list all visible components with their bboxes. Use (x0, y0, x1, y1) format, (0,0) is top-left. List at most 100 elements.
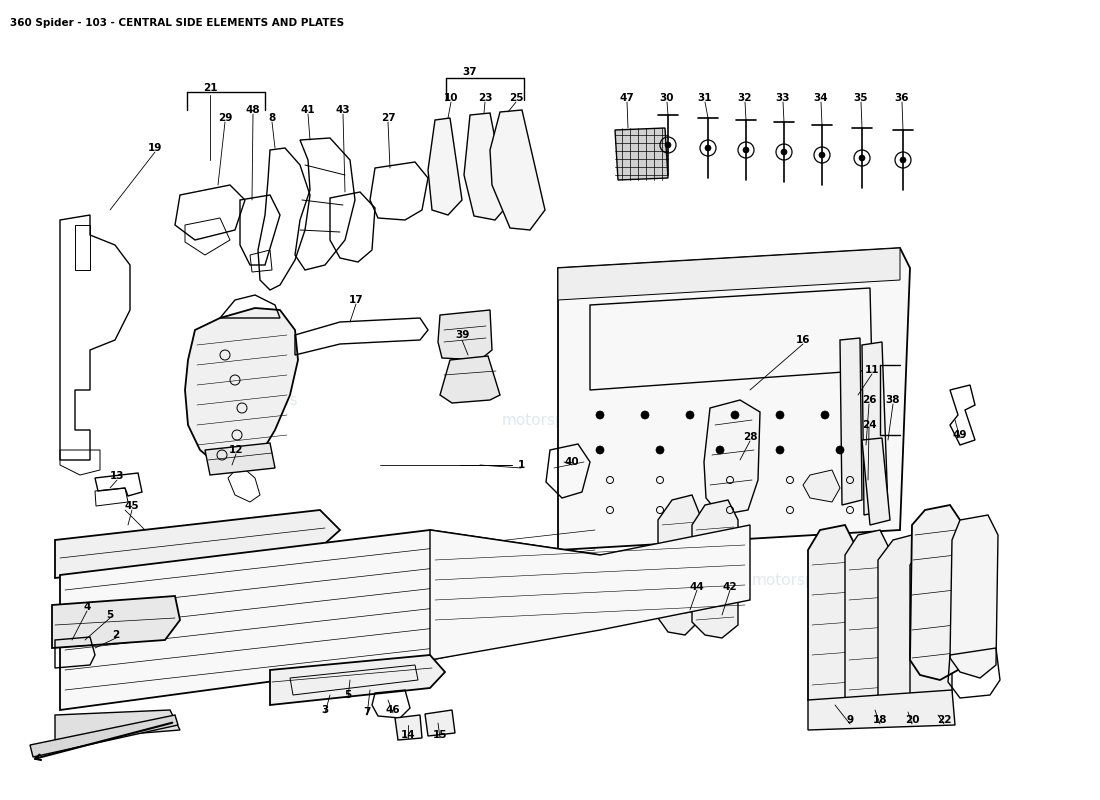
Text: 360 Spider - 103 - CENTRAL SIDE ELEMENTS AND PLATES: 360 Spider - 103 - CENTRAL SIDE ELEMENTS… (10, 18, 344, 28)
Circle shape (776, 446, 784, 454)
Polygon shape (558, 248, 900, 300)
Text: 48: 48 (245, 105, 261, 115)
Text: 14: 14 (400, 730, 416, 740)
Text: 35: 35 (854, 93, 868, 103)
Circle shape (705, 145, 711, 151)
Polygon shape (615, 128, 668, 180)
Text: 19: 19 (147, 143, 162, 153)
Polygon shape (704, 400, 760, 515)
Text: 36: 36 (894, 93, 910, 103)
Text: 42: 42 (723, 582, 737, 592)
Polygon shape (55, 510, 340, 578)
Text: 43: 43 (336, 105, 350, 115)
Text: motorspares: motorspares (751, 493, 848, 507)
Polygon shape (30, 715, 178, 757)
Text: 13: 13 (110, 471, 124, 481)
Text: motorspares: motorspares (502, 573, 598, 587)
Polygon shape (60, 530, 600, 710)
Text: 21: 21 (202, 83, 218, 93)
Text: 3: 3 (321, 705, 329, 715)
Circle shape (781, 149, 786, 155)
Circle shape (656, 446, 664, 454)
Text: 8: 8 (268, 113, 276, 123)
Polygon shape (440, 356, 500, 403)
Text: 5: 5 (344, 690, 352, 700)
Text: motorspares: motorspares (201, 393, 298, 407)
Text: 11: 11 (865, 365, 879, 375)
Circle shape (859, 155, 865, 161)
Polygon shape (910, 540, 952, 725)
Polygon shape (425, 710, 455, 736)
Polygon shape (803, 470, 840, 502)
Text: 45: 45 (124, 501, 140, 511)
Circle shape (742, 147, 749, 153)
Text: 1: 1 (517, 460, 525, 470)
Text: 39: 39 (454, 330, 470, 340)
Polygon shape (438, 310, 492, 360)
Text: 5: 5 (107, 610, 113, 620)
Text: 28: 28 (742, 432, 757, 442)
Polygon shape (808, 690, 955, 730)
Polygon shape (395, 715, 422, 740)
Text: 38: 38 (886, 395, 900, 405)
Polygon shape (862, 438, 890, 525)
Polygon shape (428, 118, 462, 215)
Circle shape (686, 411, 694, 419)
Text: 18: 18 (872, 715, 888, 725)
Text: 29: 29 (218, 113, 232, 123)
Circle shape (716, 446, 724, 454)
Polygon shape (270, 655, 446, 705)
Polygon shape (185, 308, 298, 468)
Circle shape (900, 157, 906, 163)
Text: 47: 47 (619, 93, 635, 103)
Text: 33: 33 (776, 93, 790, 103)
Text: motorspares: motorspares (502, 413, 598, 427)
Circle shape (821, 411, 829, 419)
Circle shape (836, 446, 844, 454)
Text: 20: 20 (904, 715, 920, 725)
Text: 31: 31 (697, 93, 713, 103)
Text: 17: 17 (349, 295, 363, 305)
Polygon shape (464, 113, 508, 220)
Text: 9: 9 (846, 715, 854, 725)
Text: 32: 32 (738, 93, 752, 103)
Circle shape (776, 411, 784, 419)
Polygon shape (490, 110, 544, 230)
Circle shape (596, 446, 604, 454)
Text: 2: 2 (112, 630, 120, 640)
Text: 26: 26 (861, 395, 877, 405)
Polygon shape (658, 495, 700, 635)
Polygon shape (910, 505, 960, 680)
Text: 34: 34 (814, 93, 828, 103)
Text: 24: 24 (861, 420, 877, 430)
Polygon shape (950, 515, 998, 678)
Circle shape (641, 411, 649, 419)
Polygon shape (845, 530, 890, 718)
Text: 10: 10 (443, 93, 459, 103)
Text: 12: 12 (229, 445, 243, 455)
Text: 25: 25 (508, 93, 524, 103)
Polygon shape (840, 338, 862, 505)
Polygon shape (55, 710, 180, 740)
Text: 41: 41 (300, 105, 316, 115)
Polygon shape (808, 525, 855, 715)
Text: 46: 46 (386, 705, 400, 715)
Text: 22: 22 (937, 715, 952, 725)
Polygon shape (692, 500, 738, 638)
Polygon shape (558, 248, 910, 550)
Text: 4: 4 (84, 602, 90, 612)
Polygon shape (52, 596, 180, 648)
Text: 16: 16 (795, 335, 811, 345)
Text: motorspares: motorspares (751, 573, 848, 587)
Polygon shape (430, 525, 750, 660)
Circle shape (732, 411, 739, 419)
Text: 30: 30 (660, 93, 674, 103)
Text: 15: 15 (432, 730, 448, 740)
Text: 40: 40 (564, 457, 580, 467)
Text: 27: 27 (381, 113, 395, 123)
Polygon shape (862, 342, 888, 515)
Text: 7: 7 (363, 707, 371, 717)
Text: 23: 23 (477, 93, 493, 103)
Circle shape (596, 411, 604, 419)
Text: 37: 37 (463, 67, 477, 77)
